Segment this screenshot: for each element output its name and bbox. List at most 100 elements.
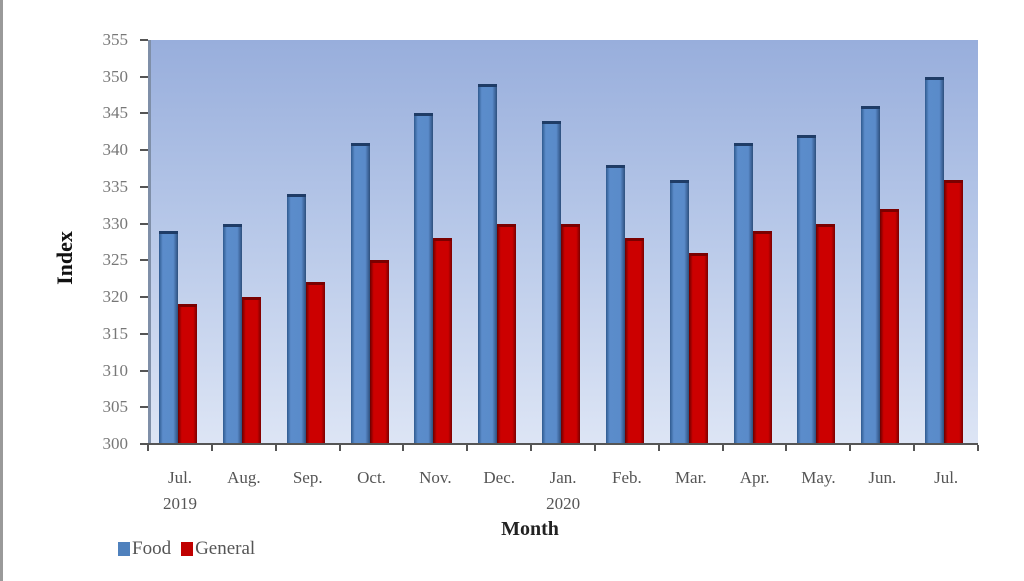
x-tick-label: Aug. xyxy=(212,465,276,491)
y-tick-mark xyxy=(140,296,148,299)
y-tick-mark xyxy=(140,222,148,225)
bar-food xyxy=(733,142,753,444)
x-tick-mark xyxy=(593,445,596,451)
bar-food xyxy=(542,120,562,444)
x-tick-mark xyxy=(466,445,469,451)
y-tick-label: 345 xyxy=(102,103,129,123)
bar-food xyxy=(478,84,498,444)
x-tick-mark xyxy=(913,445,916,451)
x-tick-label: Jun. xyxy=(850,465,914,491)
month-label: Jul. xyxy=(167,468,193,487)
month-label: Apr. xyxy=(739,468,770,487)
month-label: Dec. xyxy=(483,468,516,487)
year-label: 2020 xyxy=(546,494,581,513)
month-label: Jun. xyxy=(868,468,897,487)
x-tick-mark xyxy=(530,445,533,451)
x-tick-mark xyxy=(721,445,724,451)
x-axis-title: Month xyxy=(501,518,559,540)
legend: Food General xyxy=(118,538,265,560)
x-tick-mark xyxy=(977,445,979,451)
y-tick-label: 350 xyxy=(102,66,129,86)
month-label: Jul. xyxy=(934,468,959,487)
y-tick-label: 300 xyxy=(102,434,129,453)
x-tick-label: Dec. xyxy=(467,465,531,491)
x-tick-mark xyxy=(402,445,405,451)
legend-swatch-general xyxy=(181,542,194,556)
x-tick-label: Apr. xyxy=(723,465,787,491)
x-tick-label: Jul. 2019 xyxy=(148,465,212,517)
legend-label-general: General xyxy=(195,538,256,559)
y-tick-mark xyxy=(140,112,148,115)
y-tick-label: 335 xyxy=(102,176,129,196)
month-label: Nov. xyxy=(419,468,452,487)
y-tick-mark xyxy=(140,149,148,152)
bar-food xyxy=(797,135,817,444)
x-tick-mark xyxy=(274,445,277,451)
y-axis-title: Index xyxy=(52,231,77,285)
bar-general xyxy=(497,223,517,444)
bar-general xyxy=(944,179,964,444)
x-tick-mark xyxy=(210,445,213,451)
y-tick-mark xyxy=(140,185,148,188)
month-label: Aug. xyxy=(227,468,261,487)
bar-general xyxy=(178,304,197,444)
bar-general xyxy=(752,230,772,444)
bar-general xyxy=(433,238,453,444)
x-tick-mark xyxy=(147,445,149,451)
bar-general xyxy=(369,260,389,444)
month-label: Jan. xyxy=(549,468,577,487)
x-tick-label: Sep. xyxy=(276,465,340,491)
x-tick-label: Nov. xyxy=(403,465,467,491)
bar-food xyxy=(925,76,945,444)
month-label: Oct. xyxy=(357,468,386,487)
legend-item-general: General xyxy=(181,538,255,560)
y-tick-mark xyxy=(140,39,148,41)
y-tick-label: 315 xyxy=(102,323,129,343)
bar-general xyxy=(305,282,325,444)
y-tick-mark xyxy=(140,406,148,409)
x-tick-mark xyxy=(849,445,852,451)
x-tick-mark xyxy=(338,445,341,451)
y-tick-label: 330 xyxy=(102,213,129,233)
bar-general xyxy=(624,238,644,444)
y-tick-label: 305 xyxy=(102,397,129,417)
y-tick-label: 355 xyxy=(102,30,129,49)
y-tick-mark xyxy=(140,369,148,372)
y-tick-mark xyxy=(140,75,148,78)
bar-general xyxy=(816,223,836,444)
x-tick-label: Jan. 2020 xyxy=(531,465,595,517)
bar-food xyxy=(350,142,370,444)
bar-general xyxy=(880,208,900,444)
bar-food xyxy=(414,113,434,444)
month-label: May. xyxy=(801,468,836,487)
bar-food xyxy=(669,179,689,444)
month-label: Sep. xyxy=(292,468,323,487)
left-border xyxy=(0,0,3,581)
y-tick-mark xyxy=(140,443,148,445)
x-tick-label: Oct. xyxy=(340,465,404,491)
y-tick-mark xyxy=(140,332,148,335)
x-tick-label: May. xyxy=(786,465,850,491)
x-tick-mark xyxy=(657,445,660,451)
y-tick-mark xyxy=(140,259,148,262)
month-label: Mar. xyxy=(674,468,707,487)
bar-food xyxy=(159,230,178,444)
y-tick-label: 325 xyxy=(102,250,129,270)
x-tick-label: Jul. xyxy=(914,465,978,491)
bar-general xyxy=(688,253,708,444)
year-label: 2019 xyxy=(163,494,197,513)
x-tick-label: Feb. xyxy=(595,465,659,491)
x-axis-line xyxy=(148,443,978,445)
bar-food xyxy=(861,106,881,444)
bar-food xyxy=(222,223,242,444)
x-tick-label: Mar. xyxy=(659,465,723,491)
legend-label-food: Food xyxy=(132,538,172,559)
y-tick-label: 310 xyxy=(102,360,129,380)
legend-item-food: Food xyxy=(118,538,171,560)
x-tick-mark xyxy=(785,445,788,451)
legend-swatch-food xyxy=(118,542,130,556)
bar-general xyxy=(241,297,261,444)
bar-general xyxy=(561,223,581,444)
y-tick-label: 340 xyxy=(102,140,129,160)
